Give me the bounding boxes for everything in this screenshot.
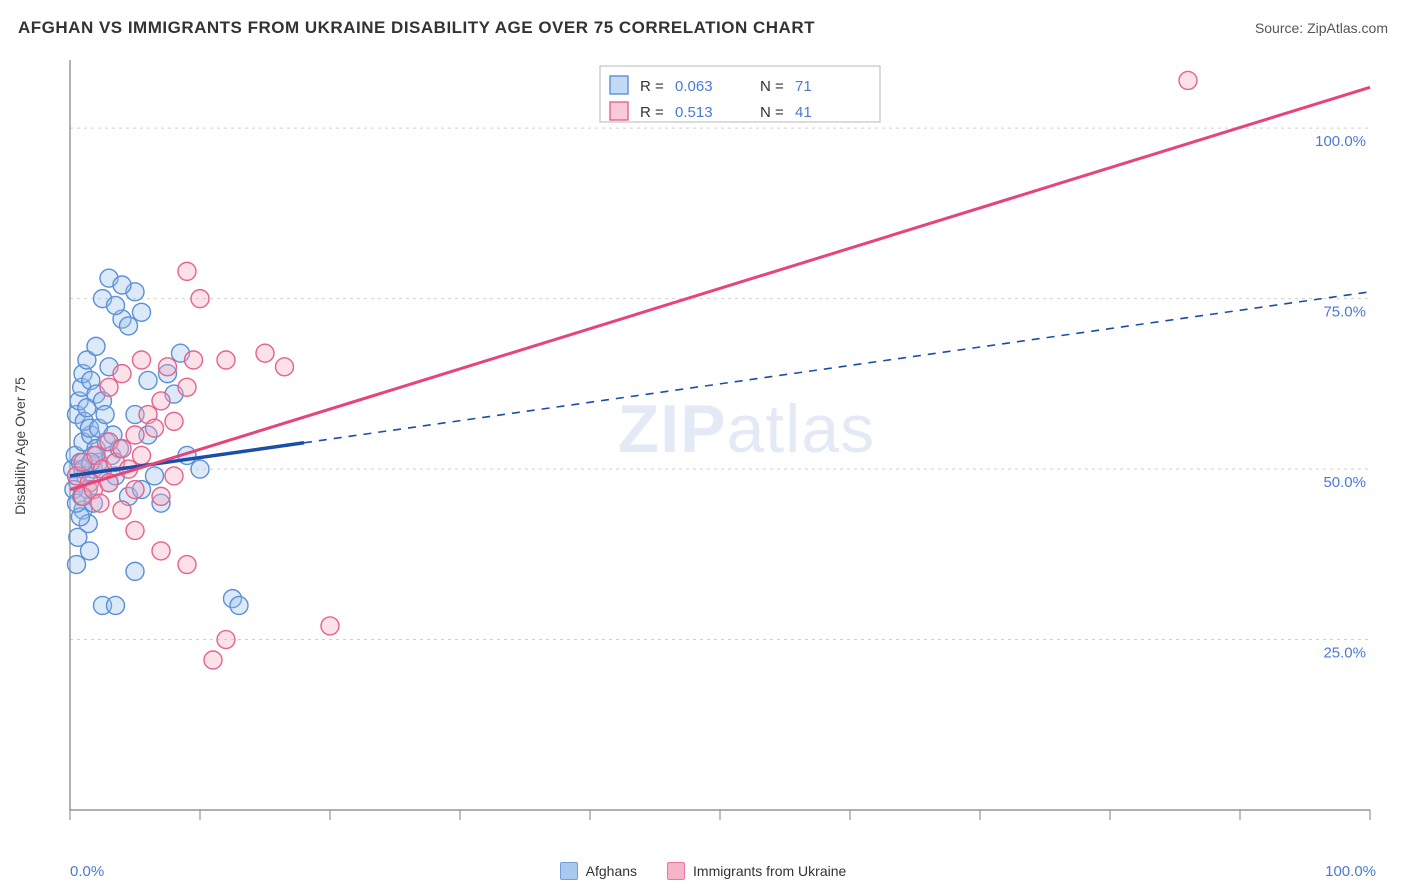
svg-text:N =: N = xyxy=(760,104,784,121)
plot-area: 25.0% 50.0% 75.0% 100.0% R = 0.063 N = 71 R = 0.5… xyxy=(60,50,1380,840)
svg-text:0.063: 0.063 xyxy=(675,78,713,95)
svg-text:N =: N = xyxy=(760,78,784,95)
svg-text:50.0%: 50.0% xyxy=(1323,474,1366,491)
swatch-ukraine xyxy=(667,862,685,880)
svg-text:41: 41 xyxy=(795,104,812,121)
chart-svg: 25.0% 50.0% 75.0% 100.0% R = 0.063 N = 71 R = 0.5… xyxy=(60,50,1380,840)
legend-item-ukraine: Immigrants from Ukraine xyxy=(667,862,846,880)
chart-container: AFGHAN VS IMMIGRANTS FROM UKRAINE DISABI… xyxy=(0,0,1406,892)
svg-text:R =: R = xyxy=(640,104,664,121)
chart-title: AFGHAN VS IMMIGRANTS FROM UKRAINE DISABI… xyxy=(18,18,815,38)
swatch-afghans xyxy=(560,862,578,880)
y-axis-label: Disability Age Over 75 xyxy=(12,377,28,515)
legend-label-afghans: Afghans xyxy=(586,863,637,879)
title-bar: AFGHAN VS IMMIGRANTS FROM UKRAINE DISABI… xyxy=(18,18,1388,38)
svg-text:100.0%: 100.0% xyxy=(1315,133,1366,150)
svg-text:71: 71 xyxy=(795,78,812,95)
svg-text:R =: R = xyxy=(640,78,664,95)
svg-text:25.0%: 25.0% xyxy=(1323,645,1366,662)
bottom-legend: Afghans Immigrants from Ukraine xyxy=(0,862,1406,880)
svg-text:75.0%: 75.0% xyxy=(1323,304,1366,321)
legend-label-ukraine: Immigrants from Ukraine xyxy=(693,863,846,879)
legend-item-afghans: Afghans xyxy=(560,862,637,880)
source-label: Source: ZipAtlas.com xyxy=(1255,20,1388,36)
svg-text:0.513: 0.513 xyxy=(675,104,713,121)
